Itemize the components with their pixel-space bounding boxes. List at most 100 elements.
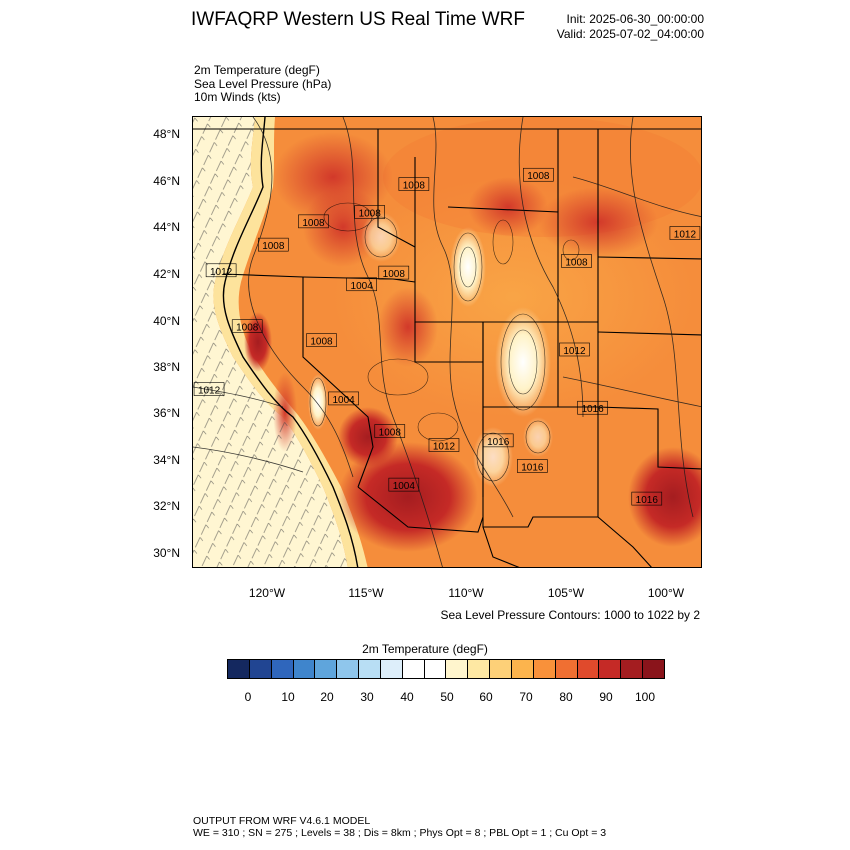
pressure-label: 1012 bbox=[559, 342, 590, 357]
svg-text:1008: 1008 bbox=[403, 181, 426, 192]
field-temperature: 2m Temperature (degF) bbox=[194, 63, 320, 77]
svg-text:1016: 1016 bbox=[636, 495, 659, 506]
colorbar-swatch bbox=[555, 660, 578, 678]
lat-label: 38°N bbox=[153, 360, 180, 374]
pressure-label-layer: 1008 1008 1008 1008 1008 1012 1008 1012 1008 1004… bbox=[193, 167, 701, 506]
colorbar-swatch bbox=[380, 660, 403, 678]
model-footer: OUTPUT FROM WRF V4.6.1 MODEL WE = 310 ; … bbox=[193, 815, 606, 839]
init-time: Init: 2025-06-30_00:00:00 bbox=[566, 12, 704, 26]
lon-label: 120°W bbox=[248, 586, 286, 600]
field-winds: 10m Winds (kts) bbox=[194, 90, 281, 104]
lat-label: 32°N bbox=[153, 499, 180, 513]
svg-text:1008: 1008 bbox=[383, 269, 406, 280]
lat-label: 44°N bbox=[153, 220, 180, 234]
colorbar-swatch bbox=[599, 660, 622, 678]
colorbar-swatch bbox=[446, 660, 469, 678]
colorbar-swatch bbox=[271, 660, 294, 678]
svg-text:1012: 1012 bbox=[198, 386, 221, 397]
pressure-label: 1016 bbox=[577, 400, 608, 415]
colorbar-label: 60 bbox=[479, 690, 493, 704]
pressure-label: 1008 bbox=[523, 167, 554, 182]
svg-text:1008: 1008 bbox=[359, 209, 382, 220]
svg-text:1004: 1004 bbox=[393, 481, 416, 492]
colorbar-label: 10 bbox=[281, 690, 295, 704]
colorbar-swatch bbox=[511, 660, 534, 678]
political-borders bbox=[193, 128, 701, 567]
svg-text:1008: 1008 bbox=[302, 218, 325, 229]
footer-line-1: OUTPUT FROM WRF V4.6.1 MODEL bbox=[193, 815, 371, 827]
coastal-band bbox=[213, 117, 368, 567]
pressure-label: 1008 bbox=[306, 333, 337, 348]
plot-title: IWFAQRP Western US Real Time WRF bbox=[191, 9, 525, 30]
pressure-label: 1008 bbox=[231, 319, 263, 334]
svg-text:1016: 1016 bbox=[521, 462, 544, 473]
pressure-label: 1012 bbox=[428, 438, 460, 453]
pressure-label: 1008 bbox=[561, 254, 592, 268]
terrain-contours bbox=[309, 202, 580, 482]
colorbar-swatch bbox=[468, 660, 491, 678]
colorbar-swatch bbox=[228, 660, 250, 678]
footer-line-2: WE = 310 ; SN = 275 ; Levels = 38 ; Dis … bbox=[193, 827, 607, 839]
svg-text:1004: 1004 bbox=[351, 281, 374, 292]
pressure-label: 1008 bbox=[298, 214, 329, 229]
lon-label: 100°W bbox=[647, 586, 685, 600]
colorbar-swatch bbox=[643, 660, 664, 678]
colorbar-label: 80 bbox=[559, 690, 573, 704]
svg-text:1008: 1008 bbox=[310, 337, 333, 348]
colorbar-swatch bbox=[621, 660, 644, 678]
svg-text:1016: 1016 bbox=[487, 437, 510, 448]
colorbar-label: 50 bbox=[440, 690, 454, 704]
svg-text:1012: 1012 bbox=[433, 442, 456, 453]
colorbar-label: 90 bbox=[599, 690, 613, 704]
colorbar-swatch bbox=[337, 660, 360, 678]
lat-label: 42°N bbox=[153, 267, 180, 281]
colorbar-label: 100 bbox=[634, 690, 656, 704]
colorbar bbox=[227, 659, 665, 679]
lon-label: 110°W bbox=[448, 586, 484, 600]
lat-label: 48°N bbox=[153, 127, 180, 141]
colorbar-swatch bbox=[533, 660, 556, 678]
pressure-label: 1012 bbox=[669, 226, 701, 240]
pressure-label: 1008 bbox=[398, 177, 430, 192]
pressure-label: 1008 bbox=[258, 237, 289, 252]
valid-time: Valid: 2025-07-02_04:00:00 bbox=[556, 27, 704, 41]
colorbar-swatch bbox=[577, 660, 600, 678]
svg-text:1016: 1016 bbox=[581, 404, 604, 415]
colorbar-swatch bbox=[490, 660, 512, 678]
lat-label: 46°N bbox=[153, 174, 180, 188]
lon-label: 115°W bbox=[348, 586, 384, 600]
colorbar-label: 30 bbox=[360, 690, 374, 704]
lat-label: 30°N bbox=[153, 546, 180, 560]
weather-map: 1008 1008 1008 1008 1008 1012 1008 1012 1008 1004… bbox=[192, 116, 702, 568]
svg-text:1008: 1008 bbox=[236, 323, 259, 334]
pressure-label: 1004 bbox=[346, 277, 377, 292]
colorbar-label: 20 bbox=[320, 690, 334, 704]
lat-label: 34°N bbox=[153, 453, 180, 467]
field-list: 2m Temperature (degF) Sea Level Pressure… bbox=[194, 63, 331, 105]
colorbar-swatch bbox=[293, 660, 316, 678]
pressure-label: 1016 bbox=[517, 459, 548, 473]
pressure-label: 1012 bbox=[205, 263, 237, 278]
pressure-label: 1008 bbox=[378, 265, 410, 280]
pressure-label: 1004 bbox=[388, 477, 420, 492]
svg-text:1008: 1008 bbox=[565, 257, 588, 268]
colorbar-swatch bbox=[315, 660, 338, 678]
colorbar-title: 2m Temperature (degF) bbox=[362, 642, 488, 656]
coastline bbox=[222, 117, 359, 567]
pressure-label: 1008 bbox=[354, 205, 385, 220]
pressure-label: 1008 bbox=[374, 424, 406, 439]
lon-label: 105°W bbox=[547, 586, 585, 600]
colorbar-swatch bbox=[249, 660, 272, 678]
colorbar-label: 40 bbox=[400, 690, 414, 704]
pressure-label: 1004 bbox=[328, 391, 359, 406]
svg-text:1008: 1008 bbox=[527, 171, 550, 182]
colorbar-swatch bbox=[424, 660, 447, 678]
colorbar-label: 70 bbox=[519, 690, 533, 704]
svg-text:1004: 1004 bbox=[332, 395, 355, 406]
pressure-label: 1016 bbox=[482, 433, 514, 448]
pressure-label: 1012 bbox=[193, 382, 225, 397]
colorbar-swatch bbox=[402, 660, 425, 678]
svg-text:1008: 1008 bbox=[379, 428, 402, 439]
svg-text:1012: 1012 bbox=[563, 346, 586, 357]
svg-text:1012: 1012 bbox=[674, 229, 697, 240]
